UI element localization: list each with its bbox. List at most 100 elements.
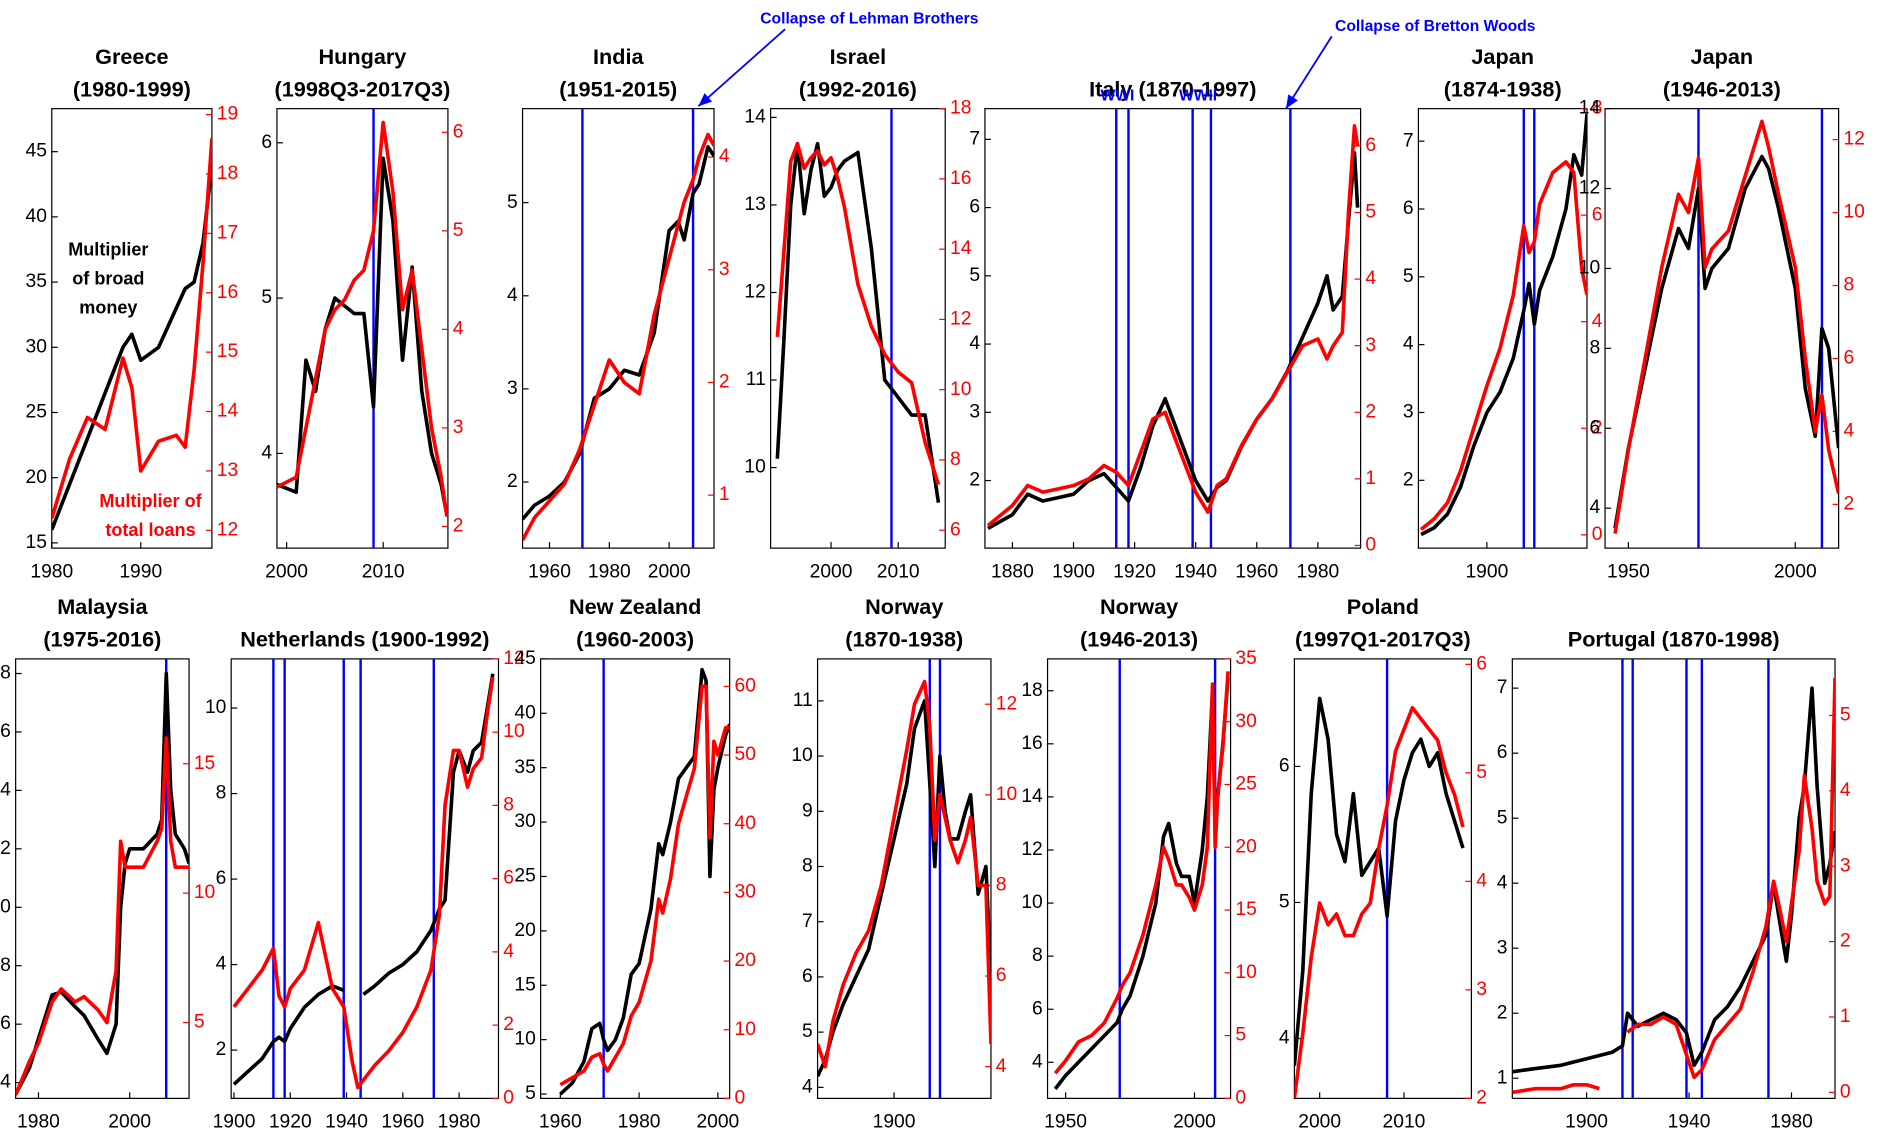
x-tick-label: 2000 [265, 561, 308, 582]
y-tick-label: 4 [261, 442, 272, 463]
panel-title: (1960-2003) [576, 627, 694, 652]
y2-tick-label: 4 [719, 146, 730, 167]
y2-tick-label: 6 [1592, 204, 1603, 225]
y2-tick-label: 50 [734, 744, 755, 765]
y-tick-label: 16 [1021, 733, 1042, 754]
x-tick-label: 2000 [1173, 1112, 1216, 1133]
y-tick-label: 16 [0, 721, 11, 742]
plot-frame [984, 108, 1362, 549]
y2-tick-label: 4 [453, 318, 464, 339]
y2-tick-label: 35 [1235, 648, 1256, 669]
y2-tick-label: 3 [1365, 335, 1376, 356]
y2-tick-label: 12 [1843, 129, 1864, 150]
y2-tick-label: 6 [1843, 348, 1854, 369]
y2-tick-label: 5 [453, 220, 464, 241]
panel-title: Norway [1100, 594, 1178, 619]
x-tick-label: 1980 [1296, 561, 1339, 582]
y-tick-label: 10 [514, 1029, 535, 1050]
y2-tick-label: 4 [1840, 780, 1851, 801]
arrow-head [698, 93, 713, 107]
data-line [559, 667, 730, 1096]
y-tick-label: 11 [793, 690, 813, 711]
y-tick-label: 10 [205, 697, 226, 718]
y-tick-label: 6 [0, 1013, 11, 1034]
y2-tick-label: 15 [194, 753, 215, 774]
panel-title: (1951-2015) [559, 76, 677, 101]
panel-title: (1946-2013) [1080, 627, 1198, 652]
data-line [1512, 677, 1836, 1095]
y-tick-label: 10 [791, 745, 812, 766]
y2-tick-label: 5 [1476, 762, 1487, 783]
y2-tick-label: 16 [950, 168, 971, 189]
panel-title: Hungary [319, 44, 407, 69]
annotation: WWII [1179, 88, 1217, 105]
data-line [232, 673, 495, 1086]
x-tick-label: 1980 [618, 1112, 661, 1133]
x-tick-label: 1960 [528, 561, 571, 582]
y2-tick-label: 5 [1235, 1025, 1246, 1046]
annotation: WWI [1100, 88, 1134, 105]
y-tick-label: 4 [969, 333, 980, 354]
plot-frame [521, 108, 715, 549]
y-tick-label: 5 [525, 1083, 536, 1104]
plot-frame [770, 108, 946, 549]
y2-tick-label: 3 [719, 259, 730, 280]
y-tick-label: 14 [1021, 786, 1043, 807]
y-tick-label: 10 [0, 896, 11, 917]
plot-frame [276, 108, 449, 549]
y-tick-label: 4 [1497, 872, 1508, 893]
x-tick-label: 1950 [1044, 1112, 1087, 1133]
y-tick-label: 18 [0, 663, 11, 684]
panel-title: (1975-2016) [43, 627, 161, 652]
y-tick-label: 4 [1279, 1028, 1290, 1049]
y2-tick-label: 10 [734, 1019, 755, 1040]
y-tick-label: 3 [969, 401, 980, 422]
y-tick-label: 7 [1497, 677, 1508, 698]
x-tick-label: 2000 [810, 561, 853, 582]
y-tick-label: 45 [26, 141, 47, 162]
y2-tick-label: 16 [217, 282, 238, 303]
x-tick-label: 1980 [1770, 1112, 1813, 1133]
y2-tick-label: 2 [1476, 1087, 1487, 1108]
y2-tick-label: 18 [217, 163, 238, 184]
y2-tick-label: 19 [217, 104, 238, 125]
data-line [522, 132, 715, 542]
arrow-head [1285, 94, 1298, 109]
data-line [559, 684, 730, 1087]
y-tick-label: 12 [0, 838, 11, 859]
y-tick-label: 20 [26, 467, 47, 488]
x-tick-label: 1960 [381, 1112, 424, 1133]
y-tick-label: 35 [26, 271, 47, 292]
y-tick-label: 8 [802, 856, 813, 877]
x-tick-label: 1980 [30, 561, 73, 582]
y-tick-label: 4 [0, 1072, 11, 1093]
plot-frame [816, 658, 992, 1099]
y-tick-label: 5 [261, 287, 272, 308]
y2-tick-label: 30 [734, 881, 755, 902]
y-tick-label: 14 [1579, 98, 1601, 119]
annotation: Collapse of Bretton Woods [1335, 18, 1536, 35]
y-tick-label: 6 [802, 966, 813, 987]
data-line [986, 124, 1360, 527]
y2-tick-label: 6 [996, 965, 1007, 986]
y2-tick-label: 5 [1840, 705, 1851, 726]
y-tick-label: 20 [514, 920, 535, 941]
y-tick-label: 40 [514, 702, 535, 723]
x-tick-label: 1900 [213, 1112, 256, 1133]
y2-tick-label: 2 [453, 516, 464, 537]
panel-title: (1946-2013) [1663, 76, 1781, 101]
y-tick-label: 2 [1497, 1002, 1508, 1023]
panel-title: Norway [865, 594, 943, 619]
annotation-arrow [1285, 35, 1333, 110]
y2-tick-label: 10 [194, 882, 215, 903]
y-tick-label: 8 [1590, 337, 1601, 358]
x-tick-label: 2000 [696, 1112, 739, 1133]
y-tick-label: 15 [26, 532, 47, 553]
x-tick-label: 1980 [588, 561, 631, 582]
y-tick-label: 8 [1032, 945, 1043, 966]
data-line [51, 164, 212, 531]
data-line [775, 141, 941, 486]
x-tick-label: 1900 [873, 1112, 916, 1133]
plot-frame [1511, 658, 1836, 1099]
data-line [775, 141, 941, 503]
